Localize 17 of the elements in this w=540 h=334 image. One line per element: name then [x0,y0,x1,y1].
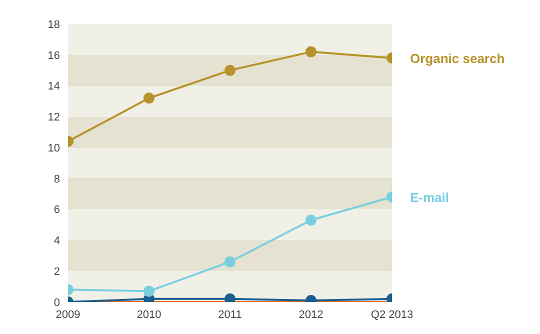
x-tick-label: 2011 [218,308,242,321]
series-label: Organic search [410,50,505,66]
y-tick-label: 14 [48,80,60,93]
y-tick-label: 16 [48,50,60,62]
y-tick-label: 18 [48,18,60,31]
y-tick-label: 4 [54,235,60,248]
y-tick-label: 0 [54,296,60,309]
x-tick-label: 2012 [298,308,324,321]
y-tick-label: 10 [48,142,60,154]
x-tick-label: 2009 [56,308,80,321]
y-tick-label: 2 [54,266,60,278]
y-tick-label: 8 [54,173,60,186]
series-label: E-mail [410,190,450,205]
x-tick-label: 2010 [136,308,162,321]
y-tick-label: 12 [48,112,60,124]
y-tick-label: 6 [54,204,60,216]
x-tick-label: Q2 2013 [370,308,414,321]
